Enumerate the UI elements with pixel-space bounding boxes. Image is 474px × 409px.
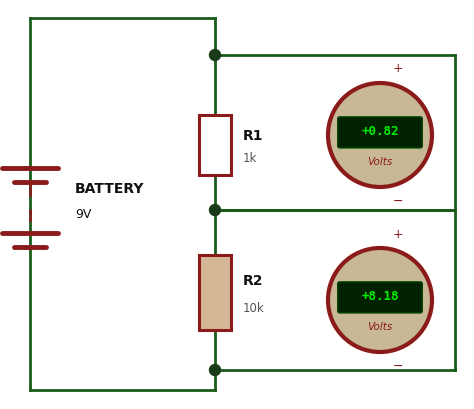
Text: R2: R2 [243, 274, 264, 288]
Text: Volts: Volts [367, 157, 392, 167]
Text: BATTERY: BATTERY [75, 182, 145, 196]
Text: +: + [392, 227, 403, 240]
Bar [199, 255, 231, 330]
Text: +: + [392, 63, 403, 76]
Circle shape [210, 364, 220, 375]
Text: −: − [393, 195, 403, 207]
Circle shape [210, 49, 220, 61]
Text: −: − [393, 360, 403, 373]
Circle shape [328, 83, 432, 187]
Circle shape [328, 248, 432, 352]
Text: 10k: 10k [243, 303, 265, 315]
Bar [199, 115, 231, 175]
FancyBboxPatch shape [337, 282, 422, 313]
Text: R1: R1 [243, 129, 264, 143]
Text: 9V: 9V [75, 207, 91, 220]
Text: Volts: Volts [367, 322, 392, 332]
Text: +8.18: +8.18 [361, 290, 399, 303]
Circle shape [210, 204, 220, 216]
FancyBboxPatch shape [337, 117, 422, 148]
Text: +0.82: +0.82 [361, 125, 399, 137]
Text: 1k: 1k [243, 152, 257, 165]
